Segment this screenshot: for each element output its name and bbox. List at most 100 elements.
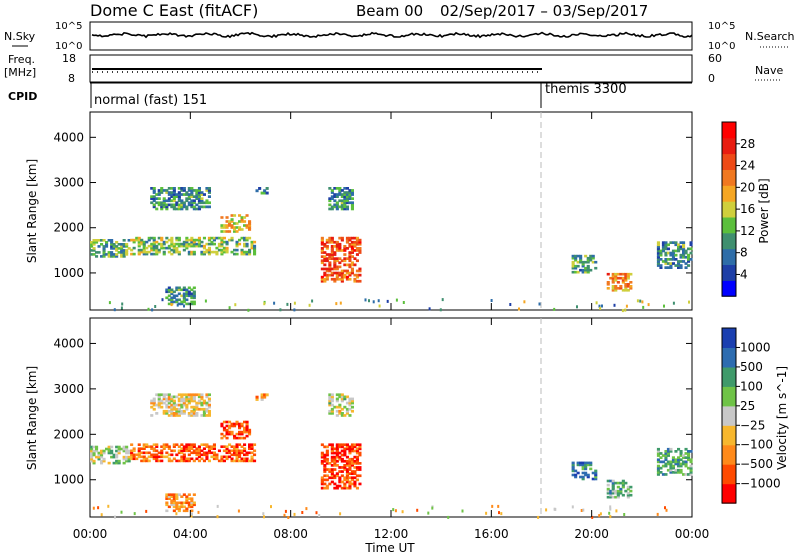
echo-cell (335, 447, 339, 451)
echo-cell (589, 461, 593, 465)
echo-cell (180, 412, 184, 415)
echo-cell (323, 271, 327, 275)
velocity-colorbar-label: Velocity [m s^-1] (775, 366, 789, 470)
echo-cell (220, 236, 224, 240)
echo-cell (345, 412, 349, 415)
echo-cell (197, 193, 201, 196)
echo-cell (248, 224, 252, 227)
echo-cell (350, 399, 354, 403)
cpid-mode-1: normal (fast) 151 (94, 93, 207, 108)
echo-cell (192, 199, 196, 203)
echo-cell (330, 480, 334, 484)
echo-cell (182, 288, 186, 292)
echo-cell (335, 265, 339, 269)
echo-cell (338, 455, 342, 459)
echo-cell (243, 224, 247, 227)
echo-cell (328, 253, 332, 256)
echo-cell (333, 482, 337, 486)
echo-cell (170, 203, 174, 207)
echo-cell (180, 201, 184, 205)
echo-cell (353, 459, 357, 463)
echo-cell (137, 250, 141, 254)
echo-cell (187, 449, 191, 453)
echo-cell (152, 403, 156, 407)
echo-cell (345, 474, 349, 478)
echo-cell (335, 409, 339, 413)
echo-cell (230, 424, 234, 428)
colorbar-tick-label: 4 (740, 267, 748, 281)
echo-cell (202, 409, 206, 413)
echo-cell (177, 193, 181, 196)
echo-cell (325, 275, 329, 279)
echo-cell (333, 277, 337, 281)
echo-cell (679, 468, 683, 472)
echo-cell (581, 262, 585, 266)
echo-cell (238, 426, 242, 430)
echo-cell (591, 515, 594, 519)
echo-cell (90, 457, 94, 461)
echo-cell (180, 459, 184, 463)
echo-cell (152, 197, 156, 200)
echo-cell (182, 240, 186, 244)
echo-cell (165, 240, 169, 244)
echo-cell (250, 455, 254, 459)
echo-cell (167, 246, 171, 250)
echo-cell (177, 238, 181, 242)
echo-cell (629, 285, 633, 288)
echo-cell (162, 199, 166, 203)
colorbar-swatch (722, 217, 736, 234)
echo-cell (197, 393, 201, 397)
echo-cell (345, 195, 349, 198)
echo-cell (155, 250, 159, 254)
echo-cell (100, 453, 104, 457)
echo-cell (248, 447, 252, 450)
echo-cell (666, 266, 670, 269)
echo-cell (350, 269, 354, 273)
echo-cell (498, 511, 500, 515)
echo-cell (320, 476, 324, 480)
echo-cell (328, 269, 332, 273)
echo-cell (190, 199, 194, 203)
echo-cell (230, 226, 234, 229)
echo-cell (182, 455, 186, 459)
echo-cell (197, 205, 201, 209)
echo-cell (255, 398, 259, 401)
echo-cell (584, 254, 588, 258)
echo-cell (170, 248, 174, 252)
echo-cell (626, 283, 630, 286)
echo-cell (222, 459, 226, 463)
echo-cell (127, 455, 131, 459)
echo-cell (348, 403, 352, 407)
echo-cell (243, 430, 247, 434)
echo-cell (571, 463, 575, 467)
echo-cell (611, 491, 615, 495)
echo-cell (263, 191, 267, 195)
echo-cell (155, 445, 159, 448)
echo-cell (202, 205, 206, 209)
echo-cell (325, 478, 329, 482)
echo-cell (591, 471, 595, 475)
echo-cell (177, 286, 181, 290)
echo-cell (245, 457, 249, 461)
echo-cell (243, 236, 247, 240)
echo-cell (190, 414, 194, 417)
echo-cell (323, 251, 327, 254)
echo-cell (102, 459, 106, 463)
echo-cell (338, 445, 342, 449)
echo-cell (175, 195, 179, 198)
echo-cell (167, 409, 171, 413)
echo-cell (328, 197, 332, 200)
echo-cell (679, 452, 683, 455)
echo-cell (152, 449, 156, 453)
echo-cell (225, 447, 229, 450)
echo-cell (182, 300, 186, 304)
echo-cell (250, 457, 254, 461)
echo-cell (162, 395, 166, 399)
echo-cell (210, 236, 214, 240)
echo-cell (182, 457, 186, 461)
echo-cell (626, 289, 630, 292)
echo-cell (190, 294, 194, 298)
echo-cell (162, 412, 166, 415)
echo-cell (155, 453, 159, 457)
echo-cell (687, 458, 691, 462)
